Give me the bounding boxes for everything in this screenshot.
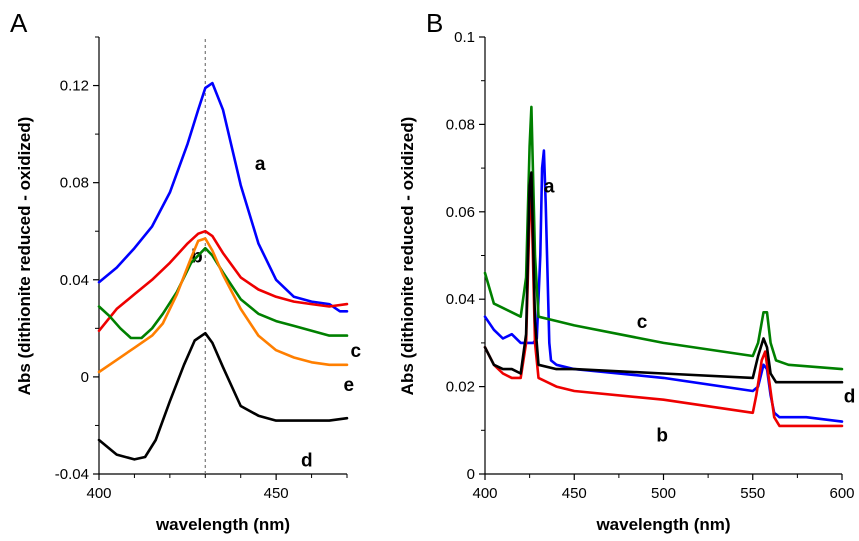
panel-label-a: A [10, 8, 28, 38]
y-axis-title-a: Abs (dithionite reduced - oxidized) [15, 117, 34, 396]
x-tick-label-b: 550 [740, 485, 765, 502]
series-line-a-b [97, 229, 349, 333]
series-line-b-c [483, 105, 844, 371]
y-tick-label-b: 0 [467, 466, 475, 483]
y-tick-label-b: 0.02 [446, 379, 475, 396]
series-line-a-a [97, 81, 349, 313]
y-tick-label-b: 0.04 [446, 291, 475, 308]
series-line-b-d [483, 171, 844, 384]
series-label-a-e: e [343, 375, 354, 396]
series-label-b-d: d [844, 386, 856, 407]
series-line-a-c [97, 246, 349, 340]
x-tick-label-b: 450 [562, 485, 587, 502]
x-tick-label-b: 500 [651, 485, 676, 502]
y-tick-label-b: 0.08 [446, 116, 475, 133]
series-line-a-d [97, 331, 349, 461]
y-axis-title-b: Abs (dithionite reduced - oxidized) [398, 117, 417, 396]
y-tick-label-b: 0.06 [446, 204, 475, 221]
x-tick-label-a: 450 [264, 485, 289, 502]
y-tick-label-a: 0.12 [60, 78, 89, 95]
y-tick-label-a: 0.04 [60, 272, 89, 289]
series-label-b-c: c [637, 312, 648, 333]
series-line-a-e [97, 237, 349, 374]
series-label-b-b: b [656, 426, 668, 447]
series-label-a-a: a [255, 154, 266, 175]
panel-label-b: B [426, 8, 443, 38]
y-tick-label-a: 0.08 [60, 175, 89, 192]
x-tick-label-b: 400 [472, 485, 497, 502]
series-label-a-c: c [351, 341, 362, 362]
y-tick-label-b: 0.1 [454, 29, 475, 46]
x-axis-title-b: wavelength (nm) [595, 515, 730, 534]
series-line-b-b [483, 193, 844, 428]
y-tick-label-a: 0 [81, 369, 89, 386]
x-tick-label-b: 600 [829, 485, 854, 502]
series-label-b-a: a [544, 177, 555, 198]
x-axis-title-a: wavelength (nm) [155, 515, 290, 534]
y-tick-label-a: -0.04 [55, 466, 89, 483]
series-label-a-d: d [301, 450, 313, 471]
x-tick-label-a: 400 [86, 485, 111, 502]
chart-panel-b: 0 0.02 0.04 0.06 0.08 0.1 400 450 500 550 600 a b c d w… [398, 29, 855, 534]
